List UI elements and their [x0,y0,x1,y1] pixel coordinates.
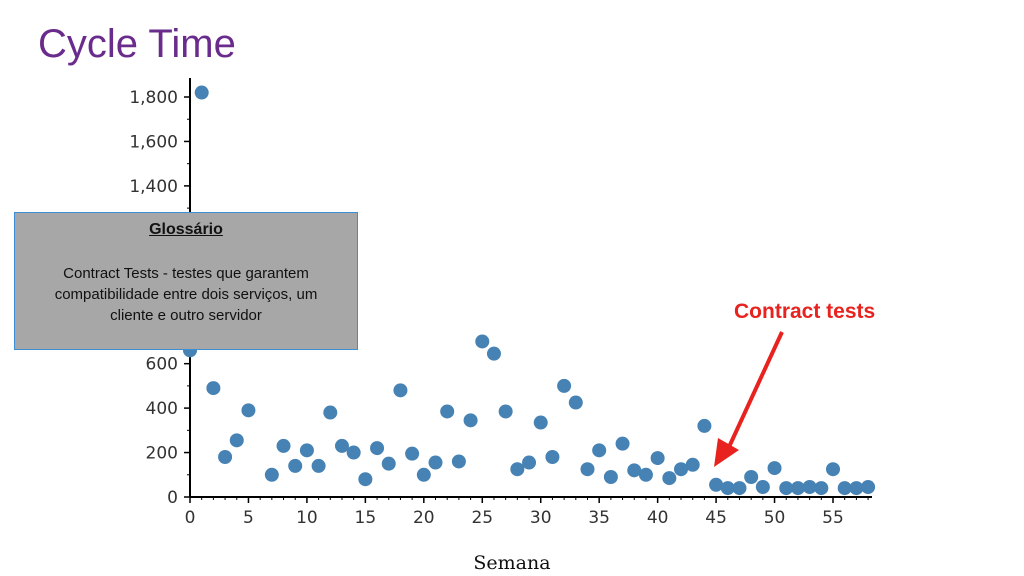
data-point [510,462,525,477]
data-point [218,450,233,464]
data-point [638,467,653,482]
data-point [755,480,770,494]
data-point [849,481,864,496]
x-tick-label: 55 [822,508,844,528]
x-tick-label: 10 [296,508,318,528]
data-point [241,403,256,418]
data-point [580,462,595,477]
data-point [381,456,396,471]
data-point [732,481,747,496]
annotation-arrow [714,331,784,467]
data-point [674,462,689,477]
data-point [603,470,618,484]
data-point [615,436,630,451]
data-point [650,451,665,466]
chart-axes: 0 5 10 15 20 25 30 35 40 45 50 55 0 200 400 600 1,400 1,6… [129,78,872,528]
chart-points [183,85,876,496]
data-point [790,481,805,496]
data-point [264,467,279,482]
data-point [662,471,677,486]
x-tick-label: 0 [185,508,196,528]
data-point [288,458,303,473]
data-point [358,472,373,487]
y-tick-label: 200 [146,444,178,464]
data-point [334,438,349,453]
data-point [194,85,209,100]
data-point [393,383,408,398]
x-axis-label: Semana [473,552,551,574]
data-point [814,481,829,496]
data-point [861,480,876,494]
data-point [627,463,642,478]
x-tick-label: 45 [705,508,727,528]
y-tick-label: 1,600 [129,132,178,152]
data-point [206,381,221,396]
data-point [311,458,326,473]
data-point [568,395,583,410]
y-tick-label: 600 [146,355,178,375]
data-point [323,405,338,420]
data-point [475,334,490,349]
data-point [451,454,466,469]
data-point [802,480,817,494]
data-point [533,415,548,430]
x-tick-label: 35 [588,508,610,528]
data-point [720,481,735,496]
x-tick-label: 15 [355,508,377,528]
data-point [405,446,420,461]
glossary-text: Contract Tests - testes que garantem com… [54,265,318,324]
data-point [697,418,712,433]
data-point [685,457,700,472]
data-point [428,455,443,470]
x-tick-label: 5 [243,508,254,528]
data-point [592,443,607,458]
data-point [463,413,478,428]
arrow-shaft [727,331,784,448]
y-tick-label: 0 [167,488,178,508]
data-point [767,461,782,476]
x-tick-label: 40 [647,508,669,528]
x-tick-label: 25 [471,508,493,528]
contract-tests-annotation: Contract tests [734,300,876,323]
glossary-title: Glossário [149,221,223,238]
glossary-box: Glossário Contract Tests - testes que ga… [14,212,358,350]
data-point [276,438,291,453]
data-point [545,450,560,464]
data-point [299,443,314,458]
data-point [416,467,431,482]
data-point [779,481,794,496]
data-point [498,404,513,419]
data-point [557,378,572,393]
data-point [744,470,759,484]
data-point [837,481,852,496]
x-tick-label: 50 [764,508,786,528]
y-tick-label: 1,400 [129,177,178,197]
data-point [709,477,724,492]
y-tick-label: 1,800 [129,88,178,108]
data-point [522,455,537,470]
x-tick-label: 30 [530,508,552,528]
data-point [486,346,501,361]
data-point [440,404,455,419]
x-tick-label: 20 [413,508,435,528]
slide-title: Cycle Time [38,22,236,66]
arrow-head [714,438,739,467]
data-point [370,441,385,456]
data-point [826,462,840,477]
data-point [229,433,244,448]
data-point [346,445,361,460]
y-tick-label: 400 [146,399,178,419]
